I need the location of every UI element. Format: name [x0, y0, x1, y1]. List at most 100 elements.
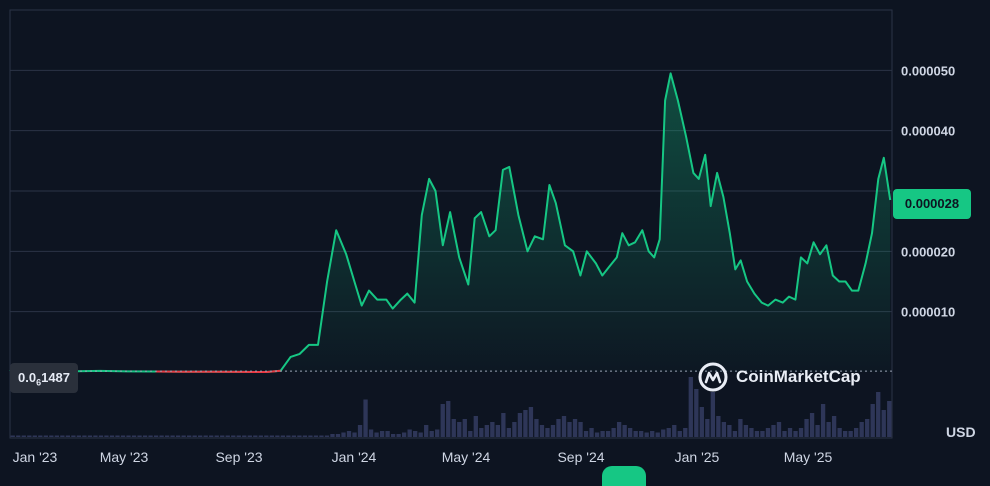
volume-bar — [754, 431, 760, 437]
volume-bar — [236, 435, 241, 437]
volume-bar — [865, 419, 870, 437]
x-tick-label: Jan '24 — [332, 449, 377, 465]
range-handle[interactable] — [602, 466, 646, 486]
volume-bar — [451, 419, 456, 437]
volume-bar — [556, 419, 561, 437]
volume-bar — [385, 431, 390, 437]
x-tick-label: Sep '23 — [215, 449, 262, 465]
volume-bar — [27, 435, 32, 437]
volume-bar — [699, 407, 704, 437]
volume-bar — [705, 419, 710, 437]
volume-bar — [187, 435, 192, 437]
currency-label: USD — [946, 424, 976, 440]
volume-bar — [876, 392, 881, 437]
volume-bar — [578, 422, 583, 437]
volume-bar — [594, 432, 600, 437]
volume-bar — [368, 429, 374, 437]
brand-watermark: CoinMarketCap — [698, 361, 861, 393]
volume-bar — [639, 431, 644, 437]
price-line — [9, 72, 892, 373]
volume-bar — [545, 428, 550, 437]
volume-bar — [887, 401, 892, 437]
volume-bar — [815, 425, 820, 437]
volume-bar — [341, 432, 346, 437]
volume-bar — [424, 425, 429, 437]
volume-bar — [633, 431, 638, 437]
baseline-price-tag: 0.061487 — [10, 363, 79, 393]
volume-bar — [374, 432, 379, 437]
volume-bar — [837, 428, 842, 437]
volume-bar — [231, 435, 236, 437]
volume-bar — [352, 432, 357, 437]
volume-bar — [264, 435, 269, 437]
volume-bar — [54, 435, 60, 437]
volume-bar — [446, 401, 451, 437]
baseline-suffix: 1487 — [41, 370, 71, 385]
volume-bar — [324, 435, 330, 437]
volume-bar — [793, 431, 798, 437]
volume-bar — [429, 431, 434, 437]
volume-bar — [826, 422, 831, 437]
volume-bar — [401, 432, 407, 437]
baseline-prefix: 0.0 — [18, 370, 37, 385]
plot-frame — [9, 9, 893, 439]
volume-bar — [137, 435, 142, 437]
volume-bar — [870, 404, 875, 437]
volume-bar — [346, 431, 352, 437]
volume-bar — [738, 419, 743, 437]
volume-bar — [490, 422, 495, 437]
volume-bar — [462, 419, 467, 437]
volume-bar — [572, 419, 578, 437]
volume-bar — [192, 435, 197, 437]
volume-bar — [550, 425, 556, 437]
volume-bar — [76, 435, 82, 437]
volume-bar — [765, 428, 771, 437]
volume-bar — [804, 419, 809, 437]
volume-bar — [534, 419, 539, 437]
volume-bar — [666, 428, 671, 437]
volume-bar — [473, 416, 478, 437]
volume-bar — [225, 435, 230, 437]
volume-bar — [605, 431, 611, 437]
volume-bar — [153, 435, 159, 437]
volume-bar — [396, 434, 401, 437]
volume-bar — [302, 435, 308, 437]
volume-bar — [390, 434, 396, 437]
volume-bar — [479, 428, 484, 437]
volume-bar — [379, 431, 385, 437]
volume-bar — [87, 435, 93, 437]
volume-bar — [16, 435, 21, 437]
volume-bar — [528, 407, 534, 437]
volume-bar — [32, 435, 37, 437]
volume-bar — [198, 435, 203, 437]
x-tick-label: May '23 — [100, 449, 149, 465]
volume-bar — [131, 435, 137, 437]
volume-bar — [644, 432, 649, 437]
volume-bar — [60, 435, 65, 437]
volume-bar — [159, 435, 164, 437]
volume-bar — [120, 435, 126, 437]
volume-bar — [859, 422, 864, 437]
volume-bar — [291, 435, 297, 437]
volume-bar — [616, 422, 622, 437]
volume-bar — [71, 435, 76, 437]
volume-bar — [688, 377, 693, 437]
volume-bar — [760, 431, 765, 437]
volume-bar — [710, 392, 715, 437]
volume-bar — [21, 435, 26, 437]
volume-bar — [93, 435, 98, 437]
volume-bar — [727, 425, 732, 437]
volume-bar — [694, 389, 699, 437]
volume-bar — [253, 435, 258, 437]
volume-bar — [175, 435, 181, 437]
volume-bar — [49, 435, 54, 437]
volume-bar — [357, 425, 363, 437]
volume-bar — [170, 435, 175, 437]
volume-bar — [335, 434, 341, 437]
volume-bar — [468, 431, 473, 437]
volume-bar — [628, 428, 633, 437]
volume-bar — [126, 435, 131, 437]
volume-bar — [831, 416, 837, 437]
y-tick-label: 0.000050 — [901, 63, 955, 78]
x-tick-label: Jan '23 — [13, 449, 58, 465]
